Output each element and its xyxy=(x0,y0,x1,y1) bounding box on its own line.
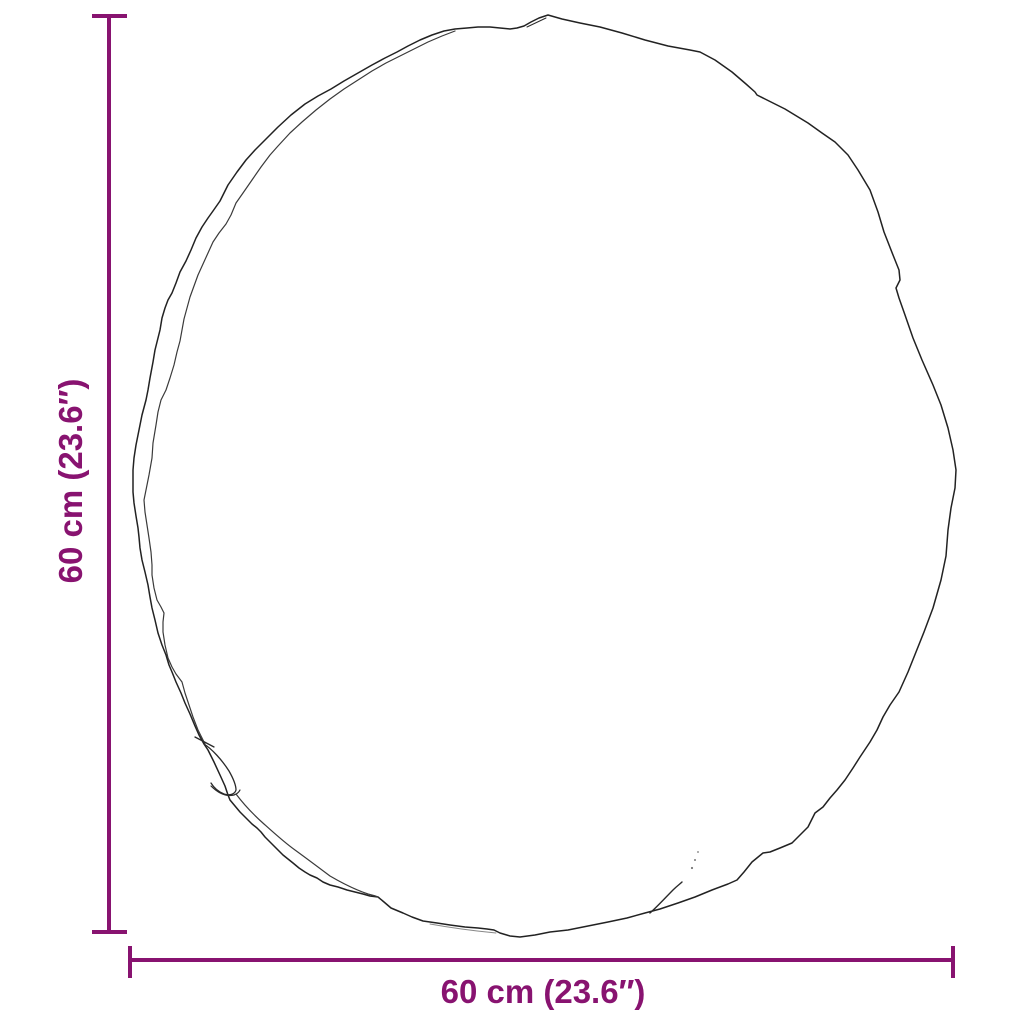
horizontal-dimension-tick-left xyxy=(128,946,132,978)
vertical-dimension-tick-top xyxy=(92,14,127,18)
fabric-fold-lip xyxy=(210,785,241,797)
wrinkle-branch-line xyxy=(649,881,683,914)
cushion-outer-outline xyxy=(132,14,957,938)
stitch-dots xyxy=(690,851,699,870)
fabric-fold-detail xyxy=(203,743,237,796)
vertical-dimension-tick-bottom xyxy=(92,930,127,934)
fabric-fold-cap-line xyxy=(194,736,215,748)
vertical-dimension-line xyxy=(107,15,111,934)
cushion-seam-continuation xyxy=(235,793,379,898)
horizontal-dimension-tick-right xyxy=(951,946,955,978)
width-dimension-label: 60 cm (23.6″) xyxy=(440,973,646,1010)
bottom-double-stroke xyxy=(429,923,497,934)
apex-double-stroke xyxy=(526,17,547,28)
height-dimension-label: 60 cm (23.6″) xyxy=(52,378,89,584)
horizontal-dimension-line xyxy=(130,958,953,962)
cushion-seam-line xyxy=(143,30,456,745)
